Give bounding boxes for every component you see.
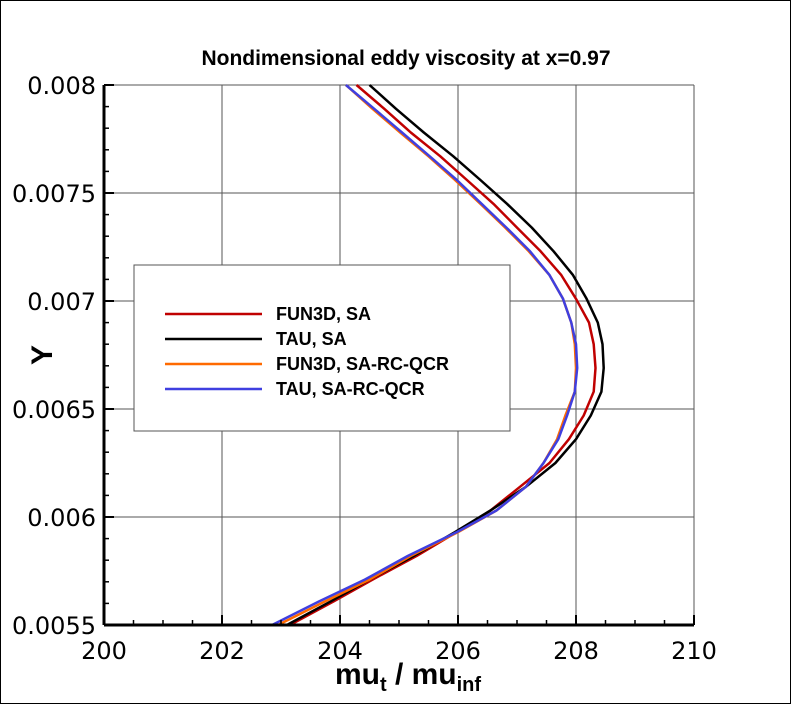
x-tick-label: 208 bbox=[553, 637, 599, 665]
series-lines bbox=[271, 84, 605, 627]
x-tick-label: 210 bbox=[671, 637, 717, 665]
y-tick-label: 0.0065 bbox=[12, 396, 96, 424]
chart-title: Nondimensional eddy viscosity at x=0.97 bbox=[201, 47, 610, 70]
x-tick-labels: 200 202 204 206 208 210 bbox=[81, 637, 717, 665]
x-tick-label: 200 bbox=[81, 637, 127, 665]
legend-box bbox=[133, 264, 511, 432]
legend-items: FUN3D, SA TAU, SA FUN3D, SA-RC-QCR TAU, SA-… bbox=[165, 304, 449, 399]
x-axis-label-sub1: t bbox=[380, 674, 387, 696]
y-tick-label: 0.006 bbox=[27, 504, 96, 532]
legend-label-2: FUN3D, SA-RC-QCR bbox=[276, 354, 449, 374]
legend-label-0: FUN3D, SA bbox=[276, 304, 371, 324]
y-tick-label: 0.007 bbox=[27, 288, 96, 316]
x-axis-label: mut / muinf bbox=[335, 658, 481, 696]
legend-label-1: TAU, SA bbox=[276, 329, 347, 349]
x-tick-label: 202 bbox=[199, 637, 245, 665]
y-tick-label: 0.0055 bbox=[12, 612, 96, 640]
y-axis-label: Y bbox=[26, 345, 59, 365]
x-tick-label: 206 bbox=[435, 637, 481, 665]
legend: FUN3D, SA TAU, SA FUN3D, SA-RC-QCR TAU, SA-… bbox=[133, 264, 511, 432]
axes bbox=[102, 84, 695, 627]
series-line-3 bbox=[271, 84, 579, 627]
y-tick-labels: 0.0055 0.006 0.0065 0.007 0.0075 0.008 bbox=[12, 72, 96, 640]
legend-label-3: TAU, SA-RC-QCR bbox=[276, 379, 425, 399]
x-axis-label-sub2: inf bbox=[457, 674, 482, 696]
x-axis-label-main: mu bbox=[335, 658, 380, 691]
x-tick-label: 204 bbox=[317, 637, 363, 665]
x-axis-label-mid: / mu bbox=[387, 658, 457, 691]
y-tick-label: 0.0075 bbox=[12, 180, 96, 208]
y-tick-label: 0.008 bbox=[27, 72, 96, 100]
